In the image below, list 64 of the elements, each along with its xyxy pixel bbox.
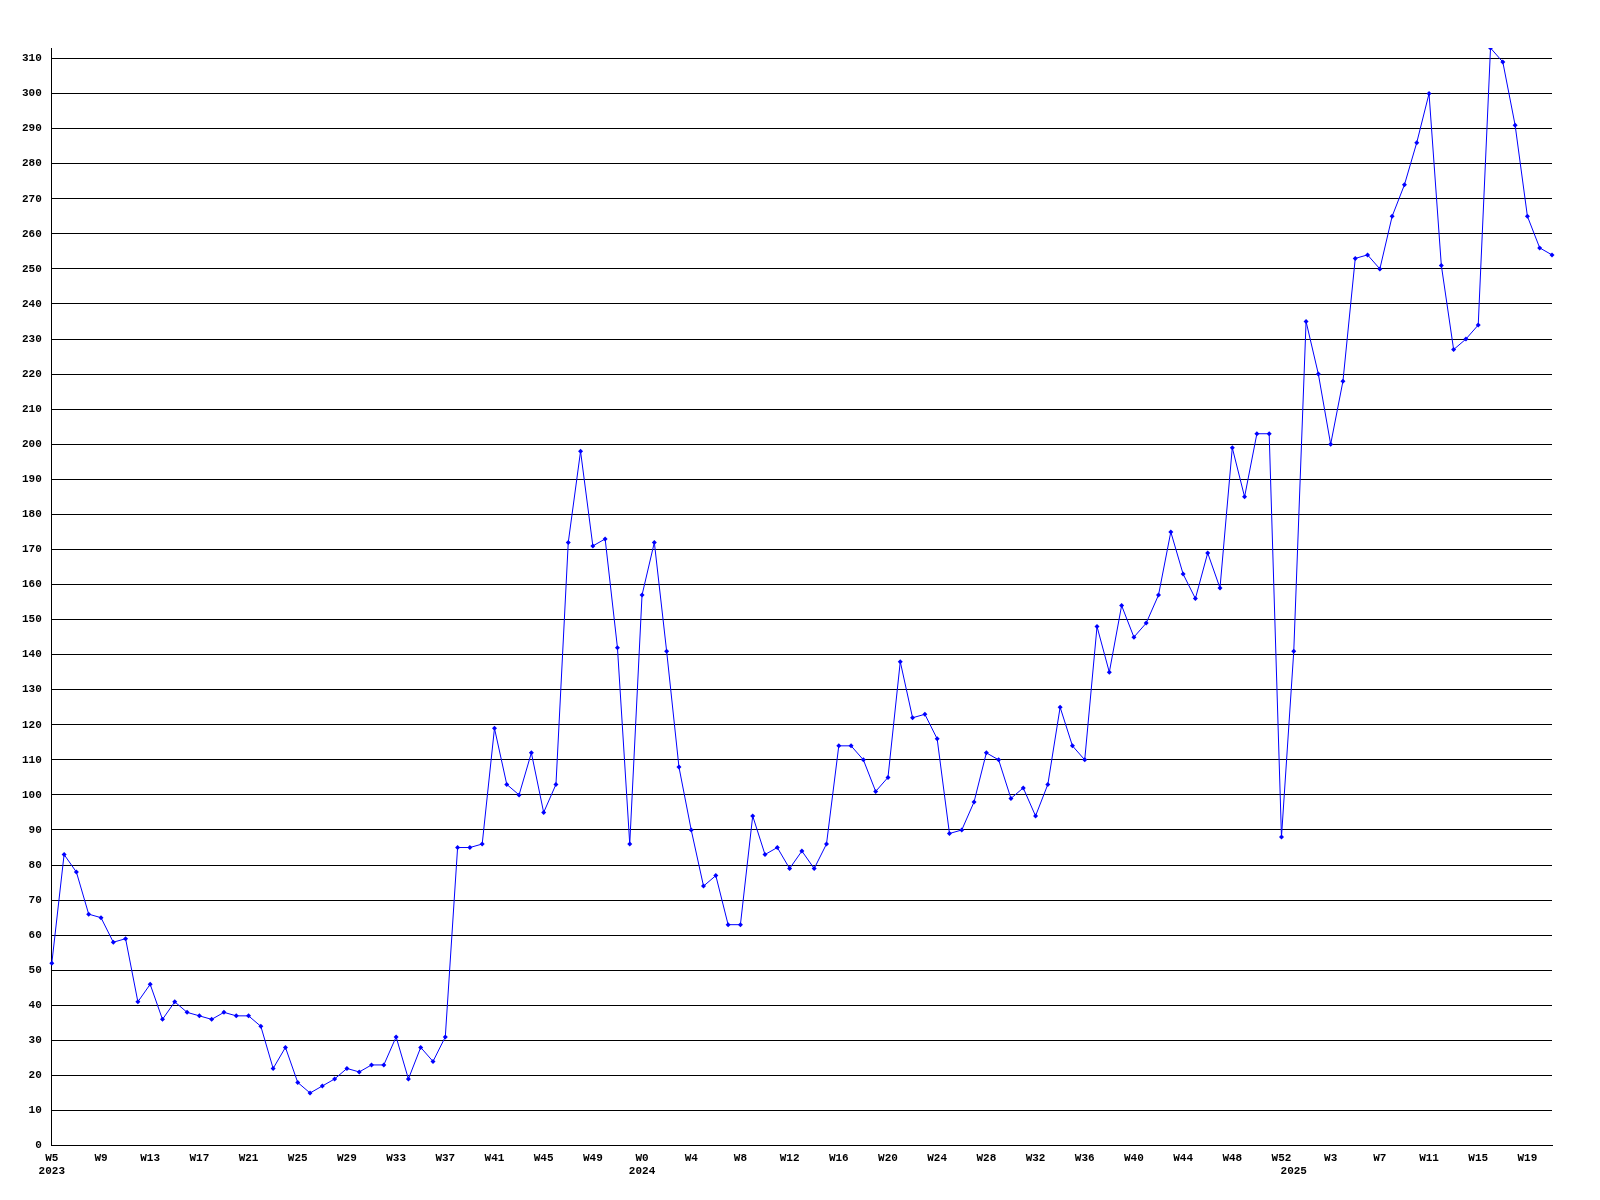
y-tick-label: 240 xyxy=(21,297,42,310)
y-tick-label: 310 xyxy=(21,52,42,65)
x-tick-label: W28 xyxy=(976,1151,997,1164)
y-tick-label: 130 xyxy=(21,683,42,696)
y-tick-label: 50 xyxy=(28,964,42,977)
x-tick-label: W0 2024 xyxy=(628,1151,656,1178)
y-tick-label: 0 xyxy=(35,1139,42,1152)
y-tick-label: 70 xyxy=(28,893,42,906)
x-tick-label: W52 xyxy=(1271,1151,1292,1164)
y-tick-label: 150 xyxy=(21,613,42,626)
y-tick-label: 160 xyxy=(21,578,42,591)
x-tick-label: W11 xyxy=(1419,1151,1440,1164)
y-tick-label: 280 xyxy=(21,157,42,170)
y-tick-label: 30 xyxy=(28,1034,42,1047)
x-tick-label: W49 xyxy=(582,1151,603,1164)
x-tick-label: W20 xyxy=(878,1151,898,1164)
x-tick-label: W13 xyxy=(140,1151,161,1164)
x-tick-label: W9 xyxy=(94,1151,108,1164)
x-tick-label: W29 xyxy=(337,1151,357,1164)
y-tick-label: 300 xyxy=(21,87,42,100)
y-tick-label: 120 xyxy=(21,718,42,731)
x-tick-label: W5 2023 xyxy=(38,1151,66,1178)
x-tick-label: W15 xyxy=(1468,1151,1489,1164)
x-tick-label: W44 xyxy=(1173,1151,1194,1164)
x-tick-label: W17 xyxy=(189,1151,210,1164)
y-tick-label: 230 xyxy=(21,332,42,345)
y-tick-label: 110 xyxy=(21,753,42,766)
y-tick-label: 170 xyxy=(21,543,42,556)
y-tick-label: 180 xyxy=(21,508,42,521)
x-tick-label: W8 xyxy=(733,1151,748,1164)
y-tick-label: 260 xyxy=(21,227,42,240)
x-tick-label: W3 xyxy=(1324,1151,1338,1164)
x-tick-label: W40 xyxy=(1124,1151,1144,1164)
y-tick-label: 90 xyxy=(28,823,42,836)
y-tick-label: 210 xyxy=(21,402,42,415)
y-tick-label: 100 xyxy=(21,788,42,801)
x-tick-label: W36 xyxy=(1074,1151,1095,1164)
x-tick-label: W37 xyxy=(435,1151,456,1164)
x-tick-label: 2025 xyxy=(1280,1165,1308,1178)
y-tick-label: 270 xyxy=(21,192,42,205)
x-tick-label: W33 xyxy=(386,1151,407,1164)
x-tick-label: W41 xyxy=(484,1151,505,1164)
y-tick-label: 20 xyxy=(28,1069,42,1082)
x-tick-label: W21 xyxy=(238,1151,259,1164)
x-tick-label: W12 xyxy=(779,1151,800,1164)
y-tick-label: 250 xyxy=(21,262,42,275)
y-tick-label: 220 xyxy=(21,367,42,380)
x-tick-label: W16 xyxy=(828,1151,849,1164)
x-tick-label: W19 xyxy=(1517,1151,1538,1164)
y-tick-label: 10 xyxy=(28,1104,42,1117)
x-tick-label: W45 xyxy=(533,1151,554,1164)
x-tick-label: W32 xyxy=(1025,1151,1046,1164)
x-tick-label: W24 xyxy=(927,1151,948,1164)
y-tick-label: 290 xyxy=(21,122,42,135)
y-tick-label: 60 xyxy=(28,928,42,941)
x-tick-label: W4 xyxy=(684,1151,699,1164)
y-tick-label: 140 xyxy=(21,648,42,661)
y-tick-label: 80 xyxy=(28,858,42,871)
x-tick-label: W25 xyxy=(287,1151,309,1164)
y-tick-label: 200 xyxy=(21,438,42,451)
y-tick-label: 190 xyxy=(21,473,42,486)
x-tick-label: W48 xyxy=(1222,1151,1243,1164)
x-tick-label: W7 xyxy=(1373,1151,1387,1164)
y-tick-label: 40 xyxy=(28,999,42,1012)
